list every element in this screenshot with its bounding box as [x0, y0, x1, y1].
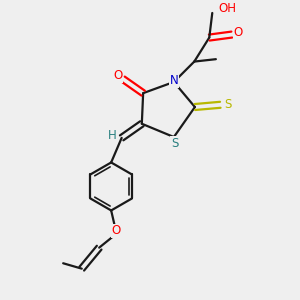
- Text: OH: OH: [218, 2, 236, 15]
- Text: S: S: [224, 98, 232, 111]
- Text: O: O: [234, 26, 243, 39]
- Text: O: O: [111, 224, 121, 237]
- Text: S: S: [171, 137, 178, 150]
- Text: H: H: [108, 129, 117, 142]
- Text: N: N: [170, 74, 178, 87]
- Text: O: O: [113, 69, 122, 82]
